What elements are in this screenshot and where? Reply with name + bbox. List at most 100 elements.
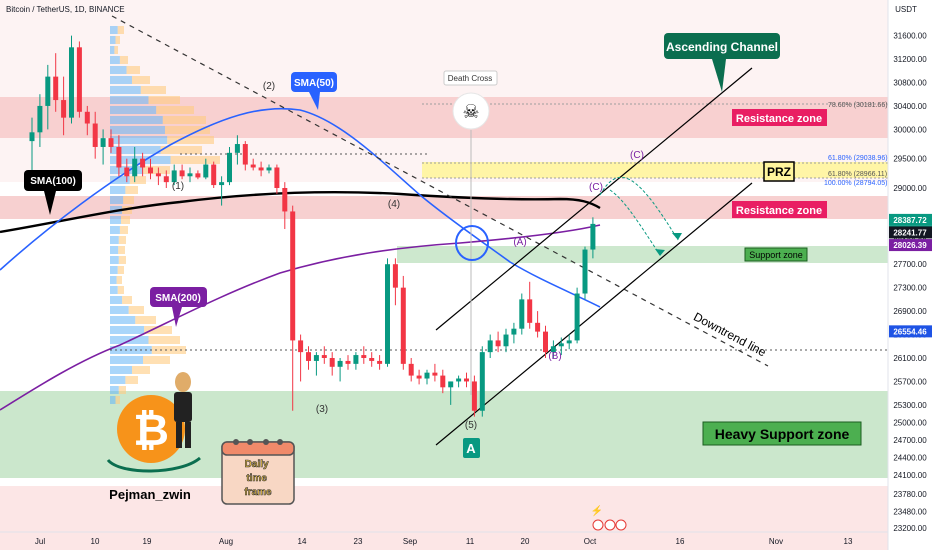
price-axis[interactable]: [888, 0, 932, 550]
candle-body: [424, 372, 430, 379]
volume-profile-bar: [110, 96, 149, 104]
volume-profile-bar-up: [128, 306, 144, 314]
sma50-line: [0, 107, 601, 308]
sma50-callout-box: [291, 72, 337, 92]
time-tick-label: 20: [521, 537, 530, 546]
volume-profile-bar-up: [162, 116, 206, 124]
volume-profile-bar: [110, 196, 124, 204]
candle-body: [416, 375, 422, 379]
fib-618b-label: 61.80% (28966.11): [828, 171, 887, 178]
candle-body: [329, 358, 335, 367]
volume-profile-bar-up: [148, 336, 180, 344]
candle-body: [432, 372, 438, 376]
candle-body: [116, 146, 122, 168]
price-tick-label: 29000.00: [893, 184, 927, 193]
candle-body: [61, 100, 67, 118]
candle-body: [140, 158, 146, 168]
projection-arrow-2: [609, 189, 661, 256]
volume-profile-bar-up: [117, 266, 124, 274]
volume-profile-bar: [110, 36, 116, 44]
ascending-channel-pointer: [712, 59, 726, 92]
volume-profile-bar-up: [129, 176, 146, 184]
sma100-callout-label: SMA(100): [30, 176, 76, 187]
price-badge: [889, 226, 932, 239]
heavy-support-label: Heavy Support zone: [715, 426, 850, 442]
candle-body: [464, 378, 469, 382]
price-badge-label: 26554.46: [893, 327, 927, 336]
event-flag-icon-1[interactable]: [592, 519, 604, 531]
wave-label-b: (B): [548, 351, 561, 362]
volume-profile-bar: [110, 286, 118, 294]
downtrend-line: [111, 15, 769, 367]
sma100-callout-box: [24, 170, 82, 191]
ascending-channel-label: Ascending Channel: [666, 40, 778, 54]
price-tick-label: 24100.00: [893, 471, 927, 480]
volume-profile-bar-up: [170, 156, 220, 164]
volume-profile-bar: [110, 116, 163, 124]
volume-profile-bar-up: [118, 246, 125, 254]
logo-swoosh: [106, 456, 201, 473]
candle-body: [227, 152, 232, 183]
channel-upper-line: [435, 67, 753, 331]
volume-profile-bar: [110, 136, 168, 144]
volume-profile-bar: [110, 376, 126, 384]
price-tick-label: 29500.00: [893, 155, 927, 164]
price-badge: [889, 239, 932, 252]
wave-label-3: (3): [316, 404, 328, 415]
skull-icon-bg: [452, 92, 490, 130]
volume-profile-bar-up: [165, 126, 210, 134]
volume-profile-bar: [110, 276, 117, 284]
candle-body: [353, 355, 359, 364]
calendar-icon: [221, 439, 295, 505]
candle-body: [487, 340, 493, 353]
author-logo: ₿ Pejman_zwin: [106, 372, 201, 502]
volume-profile-bar: [110, 176, 130, 184]
wave-a-badge-label: A: [466, 441, 476, 456]
candle-body: [574, 293, 580, 341]
author-name: Pejman_zwin: [109, 487, 191, 502]
volume-profile-bar: [110, 246, 119, 254]
price-badge-label: 28387.72: [893, 216, 927, 225]
death-cross-label-box: [443, 70, 498, 86]
wave-label-5: (5): [465, 420, 477, 431]
channel-lower-line: [435, 182, 753, 446]
candle-body: [503, 334, 509, 347]
heavy-support-label-box: [702, 421, 862, 446]
candle-body: [250, 164, 256, 168]
volume-profile-bar: [110, 126, 165, 134]
price-tick-label: 24400.00: [893, 454, 927, 463]
candle-body: [187, 173, 193, 177]
volume-profile-bar: [110, 86, 141, 94]
wave-label-c1: (C): [589, 182, 603, 193]
sma200-callout-label: SMA(200): [155, 293, 201, 304]
candle-body: [345, 360, 351, 364]
price-tick-label: 26100.00: [893, 354, 927, 363]
event-flag-icon-3[interactable]: [615, 519, 627, 531]
volume-profile-bar-up: [160, 146, 202, 154]
candle-body: [511, 328, 517, 335]
price-tick-label: 30400.00: [893, 102, 927, 111]
calendar-text: Daily time frame: [244, 459, 272, 498]
event-flag-icon-2[interactable]: [604, 519, 616, 531]
candle-body: [171, 170, 177, 183]
candle-body: [290, 211, 296, 341]
price-tick-label: 26900.00: [893, 307, 927, 316]
price-tick-label: 23480.00: [893, 508, 927, 517]
volume-profile-bar-up: [117, 26, 124, 34]
time-tick-label: 14: [298, 537, 307, 546]
candle-body: [92, 123, 98, 147]
candle-body: [385, 264, 390, 364]
lightning-icon[interactable]: ⚡: [591, 504, 603, 517]
volume-profile-bar: [110, 386, 119, 394]
volume-profile-bar: [110, 236, 119, 244]
volume-profile-bar-up: [125, 376, 138, 384]
candle-body: [53, 76, 59, 101]
volume-profile-bar: [110, 56, 120, 64]
prz-label-box: [763, 161, 795, 182]
ascending-channel-box: [664, 33, 780, 59]
projection-arrow-1: [599, 176, 679, 241]
wave-label-2: (2): [263, 81, 275, 92]
volume-profile-bar: [110, 46, 115, 54]
volume-profile-bar-up: [126, 66, 140, 74]
